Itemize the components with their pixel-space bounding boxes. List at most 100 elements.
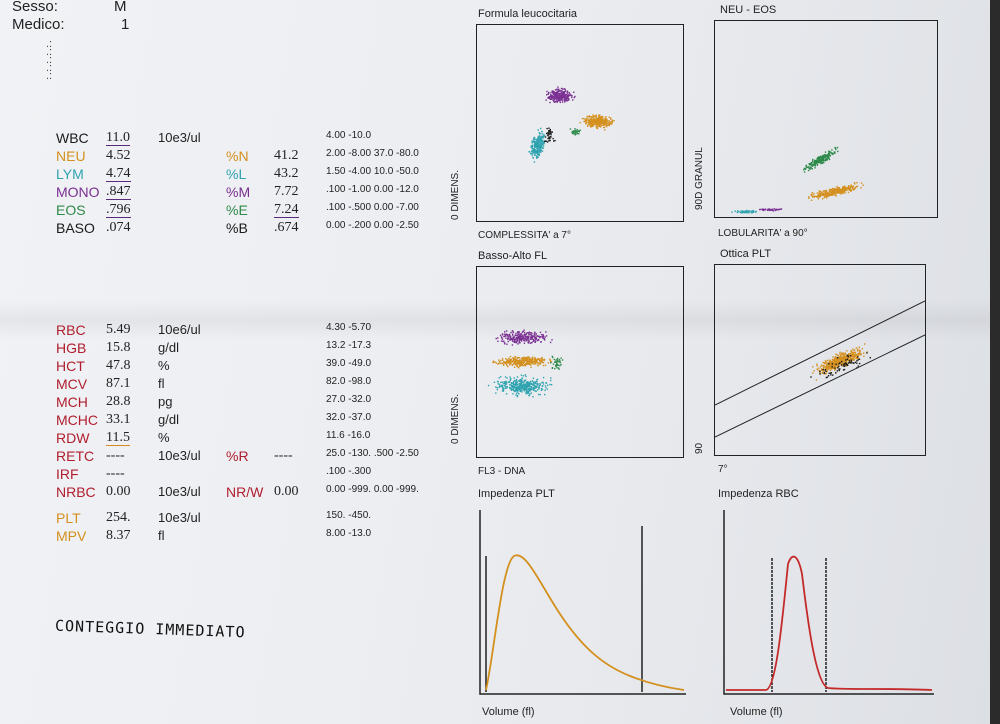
result-value: 254.	[106, 510, 131, 525]
result-unit: 10e3/ul	[158, 448, 201, 463]
result-unit: pg	[158, 394, 173, 409]
gate-line	[714, 300, 926, 406]
result-reference-range: 1.50 -4.00 10.0 -50.0	[326, 166, 419, 177]
gate-line	[714, 334, 926, 438]
sex-label: Sesso:	[12, 0, 58, 15]
result-reference-range: 39.0 -49.0	[326, 358, 372, 369]
result-percent-label: %E	[226, 202, 248, 218]
result-value: 11.5	[106, 430, 130, 446]
histogram-axes	[723, 510, 934, 695]
plot-neu-eos-xlabel: LOBULARITA' a 90°	[718, 228, 808, 239]
result-percent-value: ----	[274, 448, 293, 463]
plot-formula-ylabel: 0 DIMENS.	[450, 169, 461, 220]
result-reference-range: 0.00 -.200 0.00 -2.50	[326, 220, 419, 231]
plot-ottica-xlabel: 7°	[718, 464, 728, 475]
scatter-cluster	[812, 343, 868, 381]
rbc-histogram	[723, 510, 934, 695]
result-reference-range: 4.00 -10.0	[326, 130, 372, 141]
hist-rbc-xlabel: Volume (fl)	[730, 706, 783, 718]
result-reference-range: 32.0 -37.0	[326, 412, 372, 423]
plot-neu-eos	[714, 20, 938, 218]
result-value: ----	[106, 448, 125, 463]
result-value: 33.1	[106, 412, 131, 427]
hist-plt-xlabel: Volume (fl)	[482, 706, 535, 718]
result-percent-value: 41.2	[274, 148, 299, 163]
result-unit: g/dl	[158, 340, 179, 355]
formula-scatter	[528, 86, 615, 163]
result-value: ----	[106, 466, 125, 481]
result-percent-value: 0.00	[274, 484, 299, 499]
scatter-cluster	[544, 127, 556, 143]
plt-histogram	[479, 510, 686, 695]
result-value: 8.37	[106, 528, 131, 543]
result-param: PLT	[56, 510, 81, 526]
scatter-cluster	[528, 127, 547, 163]
result-percent-value: 7.72	[274, 184, 299, 199]
result-percent-label: %M	[226, 184, 251, 200]
scatter-cluster	[579, 114, 615, 131]
result-reference-range: 13.2 -17.3	[326, 340, 372, 351]
result-reference-range: 11.6 -16.0	[326, 430, 371, 441]
plot-formula-leucocitaria	[476, 24, 684, 222]
result-param: MCH	[56, 394, 88, 410]
plot-neu-eos-ylabel: 90D GRANUL	[694, 147, 705, 210]
scatter-cluster	[569, 128, 581, 136]
result-param: MONO	[56, 184, 100, 200]
page-edge	[990, 0, 995, 724]
scatter-cluster	[495, 329, 553, 346]
result-reference-range: 82.0 -98.0	[326, 376, 372, 387]
result-unit: fl	[158, 528, 165, 543]
result-param: HCT	[56, 358, 85, 374]
result-value: 87.1	[106, 376, 131, 391]
result-percent-label: %L	[226, 166, 247, 182]
result-unit: 10e3/ul	[158, 510, 201, 525]
ottica-plt-scatter	[714, 300, 926, 438]
result-value: 4.52	[106, 148, 131, 163]
result-reference-range: 2.00 -8.00 37.0 -80.0	[326, 148, 419, 159]
scatter-cluster	[550, 355, 564, 370]
doctor-value: 1	[121, 16, 130, 33]
result-param: HGB	[56, 340, 87, 356]
result-unit: 10e3/ul	[158, 484, 201, 499]
result-param: RETC	[56, 448, 95, 464]
plot-title-ottica-plt: Ottica PLT	[720, 248, 772, 260]
result-param: RDW	[56, 430, 90, 446]
result-reference-range: 4.30 -5.70	[326, 322, 372, 333]
scatter-cluster	[808, 182, 864, 201]
result-value: 11.0	[106, 130, 130, 146]
result-unit: %	[158, 358, 170, 373]
doctor-label: Medico:	[12, 16, 65, 33]
result-percent-value: 7.24	[274, 202, 299, 218]
plot-formula-xlabel: COMPLESSITA' a 7°	[478, 230, 571, 241]
result-param: RBC	[56, 322, 86, 338]
result-value: .074	[106, 220, 131, 235]
basso-alto-scatter	[487, 329, 564, 398]
result-reference-range: 8.00 -13.0	[326, 528, 372, 539]
paper-fold	[0, 300, 995, 340]
sex-value: M	[114, 0, 127, 15]
result-value: 28.8	[106, 394, 131, 409]
result-percent-value: .674	[274, 220, 299, 235]
plot-ottica-ylabel: 90	[694, 442, 705, 454]
plot-basso-alto-fl	[476, 266, 684, 458]
scatter-cluster	[492, 355, 553, 369]
result-value: 5.49	[106, 322, 131, 337]
plot-title-formula: Formula leucocitaria	[478, 8, 578, 20]
result-value: 0.00	[106, 484, 131, 499]
result-value: 4.74	[106, 166, 131, 182]
scatter-cluster	[731, 209, 757, 214]
result-value: .796	[106, 202, 131, 218]
result-unit: g/dl	[158, 412, 179, 427]
result-value: .847	[106, 184, 131, 200]
result-param: EOS	[56, 202, 86, 218]
rbc-distribution-curve	[726, 555, 933, 691]
plot-title-neu-eos: NEU - EOS	[720, 4, 777, 16]
result-value: 15.8	[106, 340, 131, 355]
result-percent-value: 43.2	[274, 166, 299, 181]
result-param: MCV	[56, 376, 88, 392]
plot-basso-alto-ylabel: 0 DIMENS.	[450, 393, 461, 444]
scatter-cluster	[803, 146, 839, 173]
result-reference-range: 27.0 -32.0	[326, 394, 372, 405]
result-param: LYM	[56, 166, 84, 182]
placeholder-dots: .:.:.:.:.:	[46, 38, 53, 82]
